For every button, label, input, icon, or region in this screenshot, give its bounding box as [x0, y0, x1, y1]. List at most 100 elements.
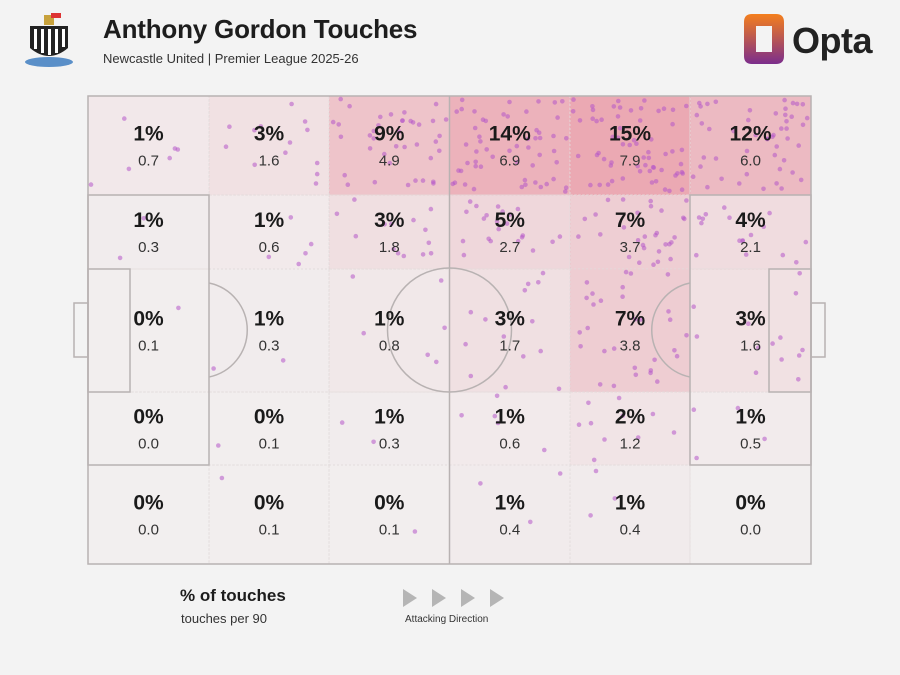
touch-dot: [796, 377, 801, 382]
cell-per90-label: 1.8: [379, 239, 400, 256]
touch-dot: [597, 382, 603, 387]
touch-dot: [468, 373, 474, 379]
touch-dot: [530, 248, 536, 253]
touch-dot: [495, 420, 501, 426]
touch-dot: [414, 142, 420, 147]
cell-per90-label: 0.1: [259, 436, 280, 453]
touch-dot: [428, 251, 434, 256]
cell-per90-label: 0.6: [499, 436, 520, 453]
page-subtitle: Newcastle United | Premier League 2025-2…: [103, 51, 359, 66]
touch-dot: [631, 137, 637, 143]
touch-dot: [761, 186, 766, 192]
touch-dot: [784, 126, 789, 131]
touch-dot: [314, 160, 320, 166]
touch-dot: [557, 234, 563, 239]
touch-dot: [484, 213, 489, 218]
touch-dot: [515, 206, 521, 212]
touch-dot: [338, 134, 344, 140]
touch-dot: [663, 151, 668, 157]
touch-dot: [266, 254, 272, 260]
page-title: Anthony Gordon Touches: [103, 14, 418, 44]
touch-dot: [649, 180, 655, 185]
heatmap-cell: [449, 269, 570, 392]
cell-percent-label: 3%: [254, 123, 285, 146]
heatmap-cell: [88, 392, 209, 465]
touch-dot: [767, 210, 772, 216]
touch-dot: [609, 178, 615, 184]
touch-dot: [501, 334, 507, 339]
heatmap-cell: [88, 465, 209, 564]
touch-dot: [641, 155, 646, 160]
touch-dot: [620, 284, 625, 290]
touch-dot: [216, 443, 221, 448]
cell-per90-label: 6.0: [740, 153, 761, 170]
touch-dot: [372, 179, 378, 185]
touch-dot: [507, 99, 512, 105]
touch-dot: [361, 330, 367, 336]
touch-dot: [442, 325, 447, 331]
touch-dot: [423, 227, 428, 233]
touch-dot: [313, 181, 319, 186]
touch-dot: [463, 341, 468, 347]
touch-dot: [551, 133, 556, 139]
touch-dot: [474, 203, 479, 209]
touch-dot: [616, 395, 622, 401]
touch-dot: [727, 215, 732, 220]
cell-percent-label: 1%: [254, 308, 285, 331]
touch-dot: [672, 348, 677, 353]
touch-dot: [590, 291, 595, 296]
touch-dot: [122, 116, 127, 121]
touch-dot: [402, 144, 407, 150]
touch-dot: [628, 271, 634, 276]
heatmap-cell: [88, 195, 209, 269]
touch-dot: [288, 215, 294, 220]
touch-dot: [507, 212, 512, 217]
touch-dot: [674, 353, 680, 359]
touch-dot: [784, 119, 789, 124]
touch-dot: [371, 128, 377, 134]
touch-dot: [601, 156, 607, 162]
touch-dot: [719, 176, 724, 182]
touch-dot: [790, 170, 795, 175]
touch-dot: [570, 109, 576, 114]
touch-dot: [646, 149, 651, 155]
touch-dot: [648, 198, 653, 204]
touch-dot: [519, 235, 525, 240]
touch-dot: [588, 420, 594, 426]
touch-dot: [648, 370, 653, 376]
touch-dot: [302, 119, 308, 124]
touch-dot: [533, 136, 538, 141]
touch-dot: [465, 160, 470, 166]
touch-dot: [507, 148, 512, 154]
touch-dot: [576, 234, 581, 239]
touch-dot: [691, 407, 697, 413]
touch-dot: [584, 280, 590, 285]
touch-dot: [602, 348, 607, 354]
touch-dot: [519, 184, 525, 190]
cell-percent-label: 7%: [615, 209, 646, 232]
cell-percent-label: 0%: [133, 492, 164, 515]
touch-dot: [800, 102, 806, 107]
touch-dot: [670, 149, 675, 154]
touch-dot: [615, 114, 621, 119]
touch-dot: [500, 209, 505, 214]
cell-per90-label: 6.9: [499, 153, 520, 170]
touch-dot: [794, 260, 799, 265]
touch-dot: [426, 240, 432, 246]
cell-percent-label: 0%: [735, 492, 766, 515]
touch-dot: [690, 174, 696, 179]
cell-per90-label: 0.1: [379, 522, 400, 539]
touch-dot: [700, 216, 706, 222]
legend-per90-label: touches per 90: [181, 611, 268, 626]
touch-dot: [781, 158, 787, 163]
touch-dot: [590, 107, 596, 113]
touch-dot: [642, 98, 647, 103]
touch-dot: [782, 97, 787, 103]
touch-dot: [350, 274, 356, 279]
touch-dot: [405, 182, 411, 188]
heatmap-cell: [88, 96, 209, 195]
touch-dot: [731, 128, 736, 134]
touch-dot: [542, 447, 547, 453]
touch-dot: [682, 216, 687, 222]
touch-dot: [774, 181, 779, 186]
